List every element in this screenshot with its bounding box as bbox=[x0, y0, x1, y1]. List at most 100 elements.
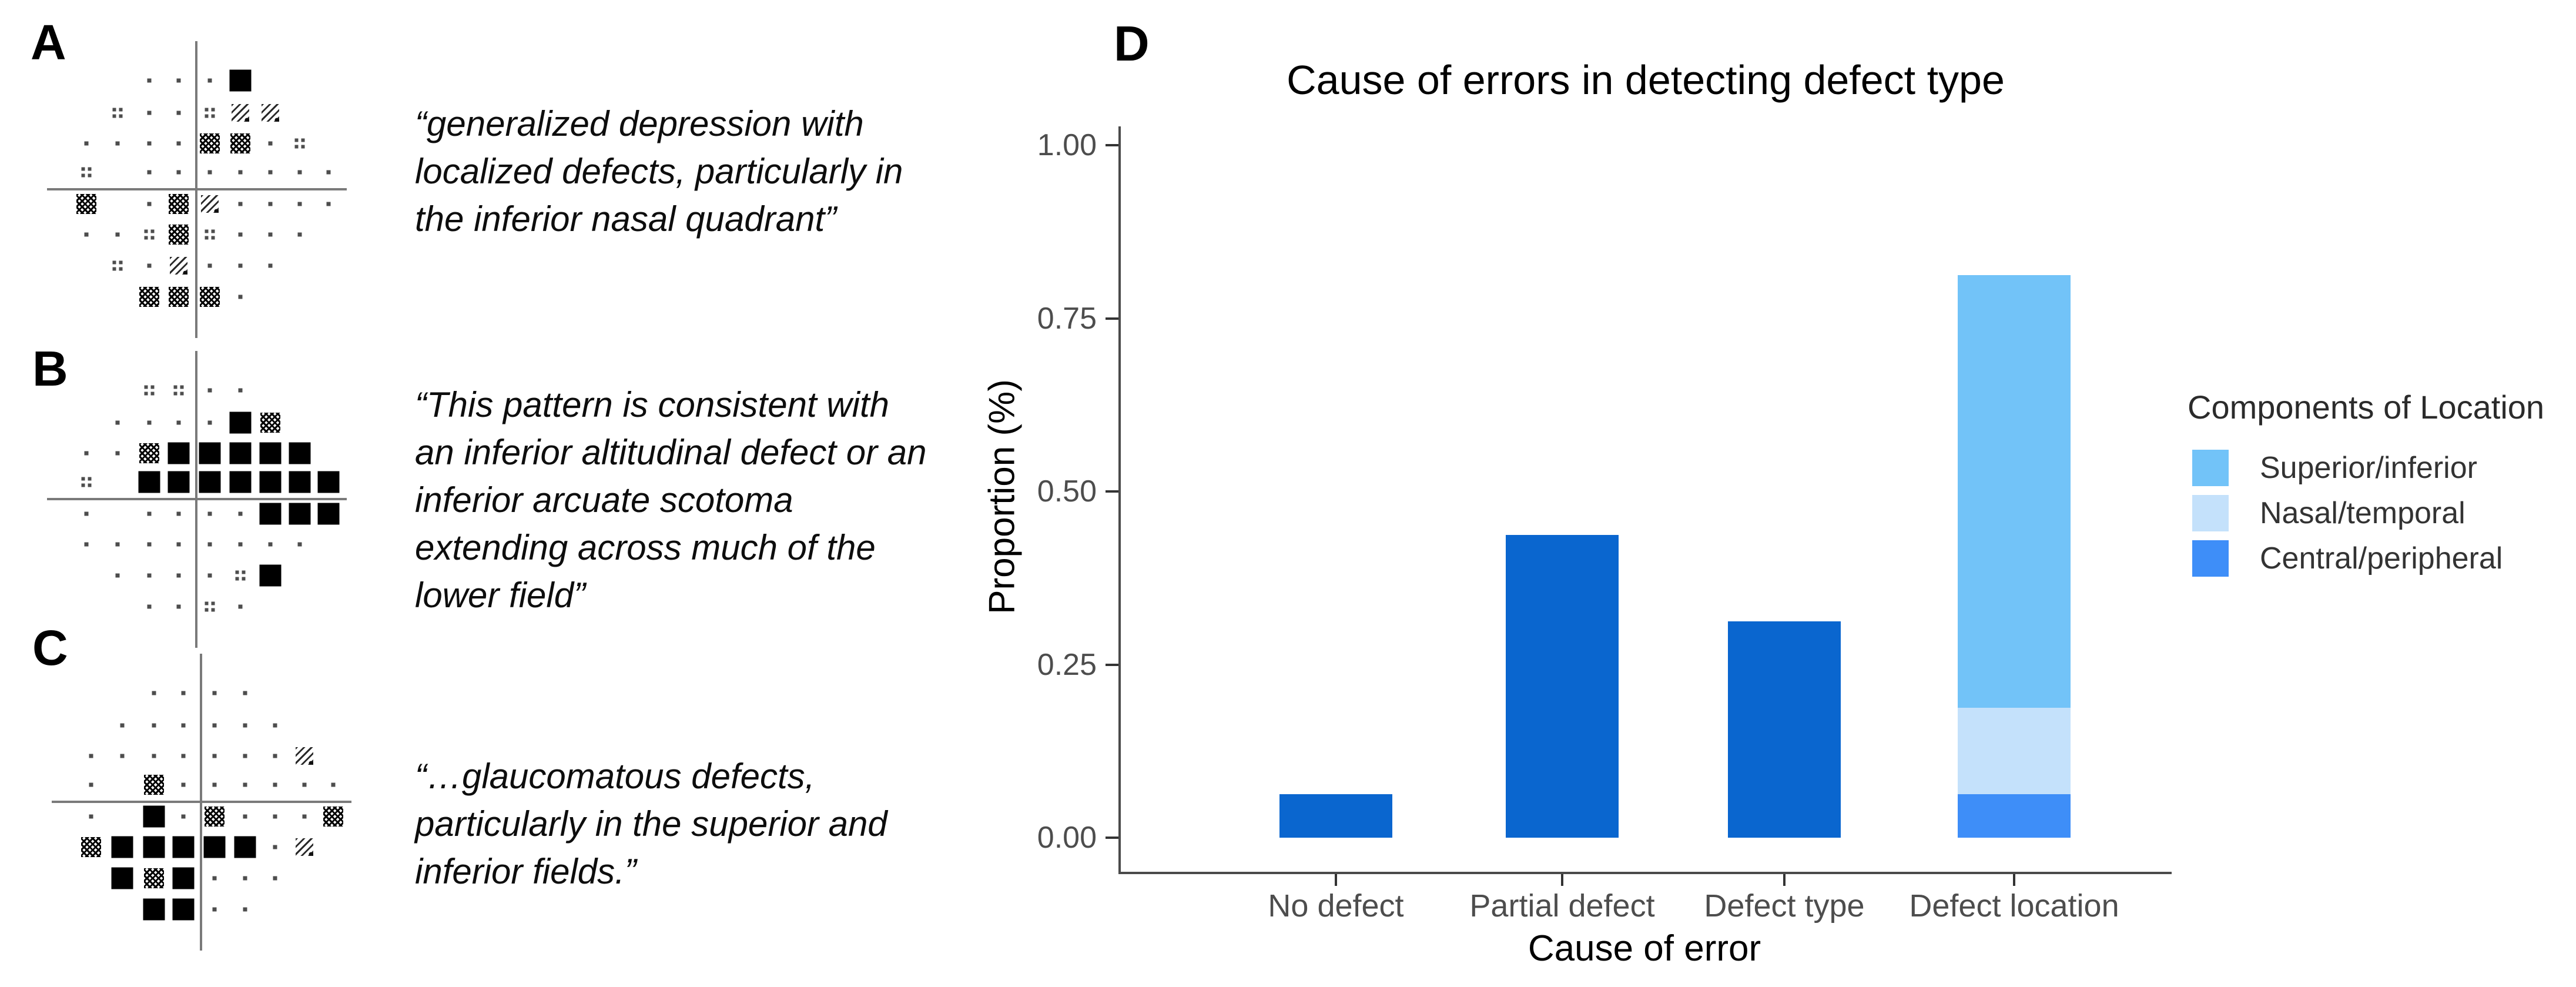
x-tick-mark bbox=[1335, 874, 1337, 886]
vf-symbol-dot bbox=[120, 754, 125, 758]
chart-title: Cause of errors in detecting defect type bbox=[1287, 57, 2005, 103]
vf-symbol-half bbox=[296, 747, 313, 765]
vf-symbol-dot bbox=[84, 141, 89, 146]
vf-symbol-dot bbox=[176, 573, 181, 578]
vf-symbol-square bbox=[229, 442, 252, 464]
vf-symbol-square bbox=[143, 805, 165, 828]
panel-label-c: C bbox=[32, 620, 68, 675]
legend-entry-superior-inferior: Superior/inferior bbox=[2188, 450, 2544, 486]
vf-symbol-dot bbox=[207, 170, 212, 175]
vf-symbol-dot bbox=[212, 754, 217, 758]
vf-symbol-dot bbox=[176, 170, 181, 175]
y-axis-title: Proportion (%) bbox=[982, 379, 1023, 614]
vf-symbol-dot bbox=[238, 511, 243, 516]
vf-symbol-dot bbox=[147, 202, 152, 206]
y-tick-label: 1.00 bbox=[1037, 128, 1097, 162]
vf-symbol-square bbox=[259, 442, 282, 464]
vf-symbol-dot bbox=[115, 420, 120, 425]
vf-symbol-square bbox=[229, 69, 252, 92]
quote-line: an inferior altitudinal defect or an bbox=[415, 433, 927, 472]
quote-line: “This pattern is consistent with bbox=[415, 385, 889, 424]
vf-symbol-dot bbox=[207, 420, 212, 425]
vf-symbol-square bbox=[317, 503, 340, 525]
vf-symbol-square bbox=[259, 503, 282, 525]
vf-symbol-square bbox=[259, 564, 282, 587]
vf-symbol-dot bbox=[147, 141, 152, 146]
vf-symbol-hatch bbox=[205, 807, 225, 827]
x-tick-mark bbox=[1783, 874, 1786, 886]
vf-symbol-square bbox=[143, 836, 165, 858]
vf-symbol-dot bbox=[152, 723, 156, 728]
vf-symbol-square bbox=[317, 471, 340, 493]
vf-symbol-square bbox=[172, 867, 195, 889]
vf-vertical-axis bbox=[200, 654, 202, 951]
vf-symbol-dot bbox=[147, 542, 152, 547]
y-tick-label: 0.25 bbox=[1037, 647, 1097, 682]
bar-segment-partial-defect-default bbox=[1506, 534, 1619, 838]
quote-line: particularly in the superior and bbox=[415, 804, 887, 844]
vf-symbol-dot bbox=[238, 388, 243, 393]
vf-symbol-dot bbox=[243, 754, 247, 758]
vf-symbol-dot bbox=[152, 754, 156, 758]
vf-symbol-dot bbox=[84, 542, 89, 547]
legend-entry-nasal-temporal: Nasal/temporal bbox=[2188, 495, 2544, 531]
y-tick-mark bbox=[1106, 317, 1118, 320]
vf-symbol-quad bbox=[144, 385, 155, 396]
bar-segment-defect-location-central-peripheral bbox=[1958, 794, 2071, 838]
vf-symbol-dot bbox=[115, 232, 120, 237]
quote-text-b: “This pattern is consistent with an infer… bbox=[415, 381, 927, 619]
legend-title: Components of Location bbox=[2188, 389, 2545, 426]
vf-symbol-dot bbox=[238, 604, 243, 609]
vf-symbol-dot bbox=[115, 542, 120, 547]
vf-symbol-dot bbox=[176, 141, 181, 146]
vf-symbol-square bbox=[168, 442, 190, 464]
vf-symbol-dot bbox=[243, 782, 247, 787]
vf-vertical-axis bbox=[195, 351, 197, 648]
vf-symbol-dot bbox=[268, 202, 273, 206]
quote-line: “generalized depression with bbox=[415, 104, 864, 143]
vf-symbol-dot bbox=[268, 232, 273, 237]
vf-symbol-dot bbox=[326, 202, 331, 206]
quote-line: localized defects, particularly in bbox=[415, 152, 903, 191]
vf-symbol-hatch bbox=[139, 287, 159, 307]
chart-legend: Components of Location Superior/inferior… bbox=[2188, 388, 2544, 585]
vf-symbol-quad bbox=[205, 229, 215, 240]
vf-symbol-dot bbox=[147, 604, 152, 609]
vf-symbol-dot bbox=[238, 542, 243, 547]
x-tick-label-defect-type: Defect type bbox=[1704, 888, 1865, 924]
vf-symbol-dot bbox=[181, 782, 186, 787]
vf-symbol-square bbox=[229, 471, 252, 493]
y-tick-label: 0.75 bbox=[1037, 301, 1097, 336]
bar-segment-no-defect-default bbox=[1279, 794, 1392, 838]
legend-swatch-icon bbox=[2192, 450, 2229, 486]
quote-line: inferior fields.” bbox=[415, 852, 637, 891]
vf-symbol-half bbox=[232, 104, 249, 122]
vf-symbol-dot bbox=[89, 754, 93, 758]
vf-symbol-dot bbox=[273, 876, 277, 881]
vf-symbol-dot bbox=[273, 782, 277, 787]
vf-symbol-quad bbox=[235, 570, 246, 581]
vf-symbol-quad bbox=[81, 167, 92, 178]
vf-symbol-dot bbox=[297, 170, 302, 175]
vf-symbol-dot bbox=[243, 723, 247, 728]
quote-line: lower field” bbox=[415, 576, 586, 615]
vf-symbol-dot bbox=[115, 573, 120, 578]
vf-symbol-hatch bbox=[230, 133, 250, 153]
vf-symbol-hatch bbox=[144, 775, 164, 795]
vf-symbol-quad bbox=[144, 229, 155, 240]
vf-symbol-dot bbox=[273, 754, 277, 758]
quote-text-a: “generalized depression with localized de… bbox=[415, 100, 903, 243]
vf-symbol-quad bbox=[112, 108, 123, 118]
vf-symbol-dot bbox=[238, 263, 243, 268]
vf-symbol-hatch bbox=[323, 807, 343, 827]
x-tick-mark bbox=[1561, 874, 1563, 886]
vf-symbol-square bbox=[143, 898, 165, 921]
vf-symbol-dot bbox=[147, 573, 152, 578]
vf-symbol-hatch bbox=[76, 194, 96, 214]
vf-symbol-dot bbox=[181, 691, 186, 695]
vf-symbol-square bbox=[111, 836, 133, 858]
vf-symbol-square bbox=[289, 471, 311, 493]
vf-symbol-hatch bbox=[139, 443, 159, 463]
vf-symbol-dot bbox=[115, 141, 120, 146]
